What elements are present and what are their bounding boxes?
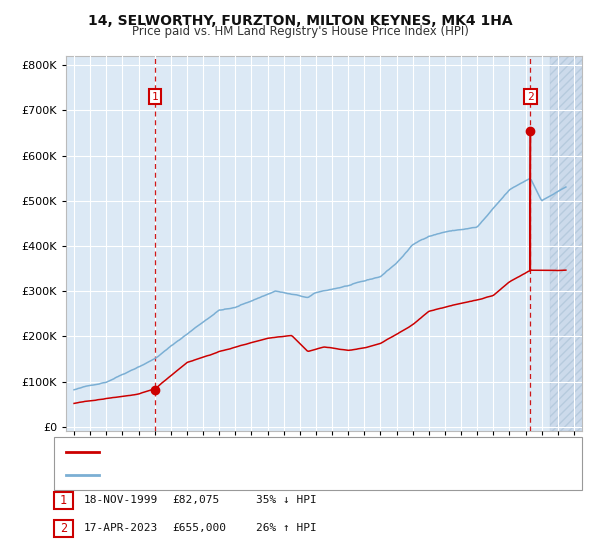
Text: £655,000: £655,000 (172, 524, 226, 533)
Text: 1: 1 (60, 494, 67, 507)
Text: 2: 2 (527, 92, 534, 102)
Text: HPI: Average price, detached house, Milton Keynes: HPI: Average price, detached house, Milt… (108, 470, 373, 480)
Text: 18-NOV-1999: 18-NOV-1999 (84, 496, 158, 505)
Text: 14, SELWORTHY, FURZTON, MILTON KEYNES, MK4 1HA (detached house): 14, SELWORTHY, FURZTON, MILTON KEYNES, M… (108, 447, 485, 457)
Bar (550, 56, 598, 431)
Text: 2: 2 (60, 522, 67, 535)
Text: £82,075: £82,075 (172, 496, 220, 505)
Text: 17-APR-2023: 17-APR-2023 (84, 524, 158, 533)
Text: 1: 1 (151, 92, 158, 102)
Text: 35% ↓ HPI: 35% ↓ HPI (256, 496, 317, 505)
Text: 26% ↑ HPI: 26% ↑ HPI (256, 524, 317, 533)
Text: 14, SELWORTHY, FURZTON, MILTON KEYNES, MK4 1HA: 14, SELWORTHY, FURZTON, MILTON KEYNES, M… (88, 14, 512, 28)
Bar (550, 56, 598, 431)
Text: Price paid vs. HM Land Registry's House Price Index (HPI): Price paid vs. HM Land Registry's House … (131, 25, 469, 38)
